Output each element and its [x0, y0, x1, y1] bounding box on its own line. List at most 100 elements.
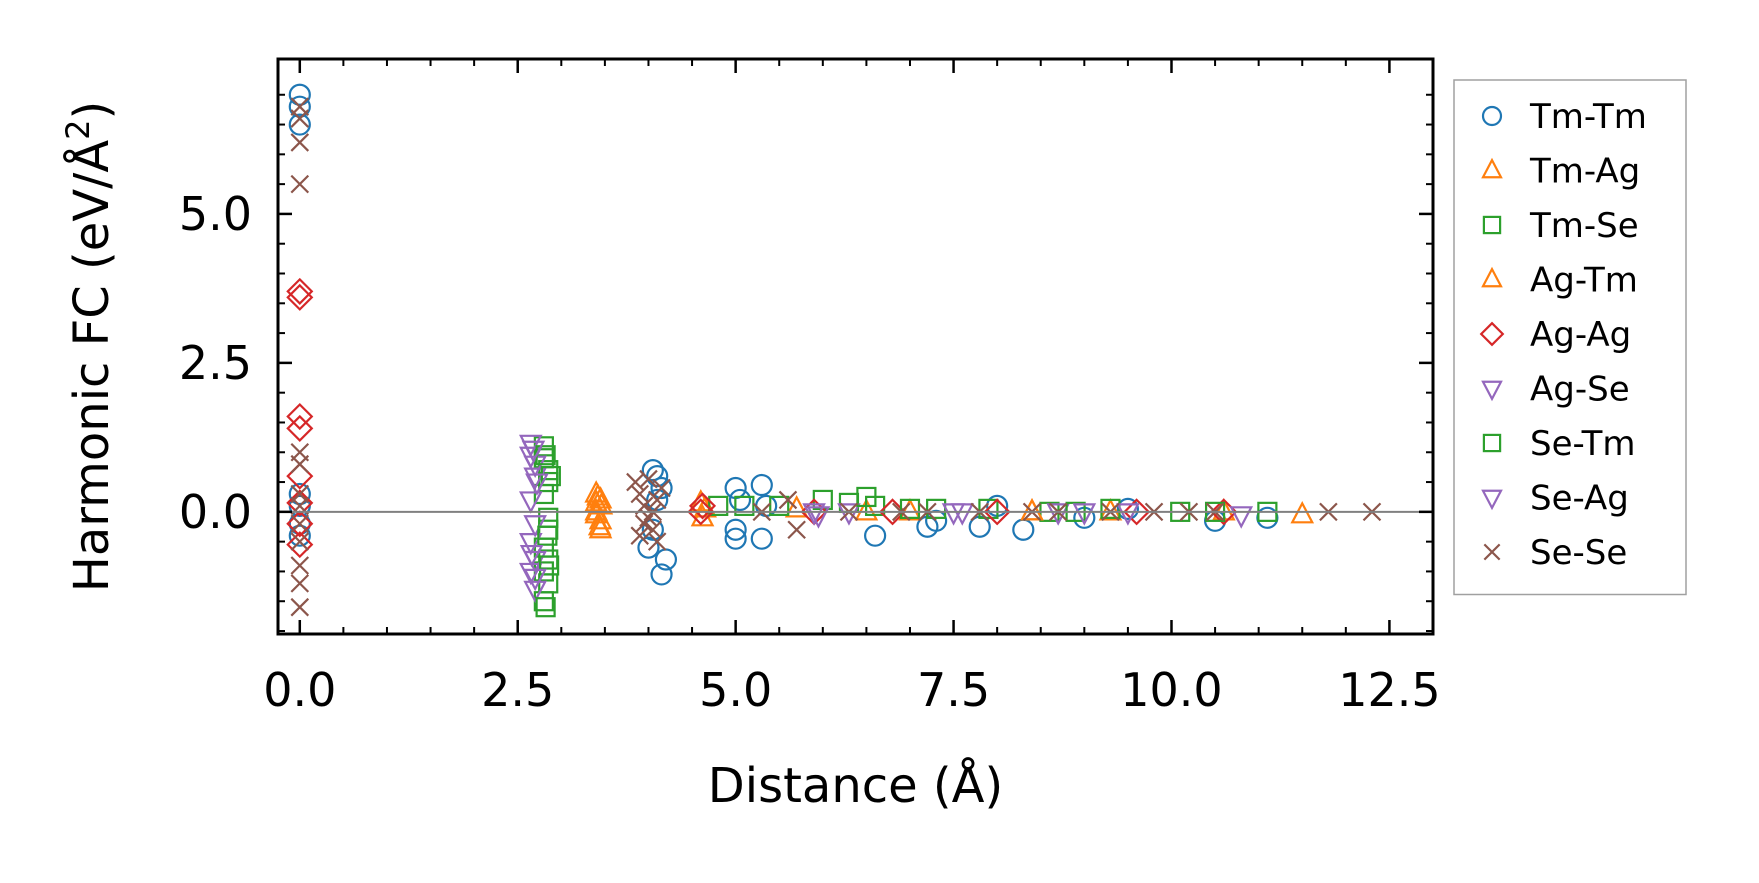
data-point-tm-tm	[288, 95, 311, 118]
legend-label-tm-tm: Tm-Tm	[1529, 97, 1647, 137]
data-point-tm-tm	[288, 113, 311, 136]
data-point-tm-tm	[724, 518, 747, 541]
data-point-tm-ag	[784, 495, 809, 518]
legend-label-ag-se: Ag-Se	[1530, 370, 1630, 410]
data-point-tm-tm	[925, 509, 948, 532]
y-tick-label: 5.0	[179, 187, 252, 241]
data-point-ag-ag	[688, 492, 717, 520]
data-point-tm-tm	[750, 527, 773, 550]
data-point-tm-se	[708, 495, 729, 516]
data-marks	[286, 83, 1382, 618]
legend-label-se-tm: Se-Tm	[1530, 424, 1636, 464]
data-point-ag-se	[802, 503, 826, 526]
legend-label-ag-tm: Ag-Tm	[1530, 261, 1638, 301]
x-tick-label: 2.5	[481, 663, 554, 717]
data-point-ag-ag	[286, 283, 314, 311]
data-point-se-ag	[523, 568, 547, 592]
x-axis-title: Distance (Å)	[708, 757, 1003, 814]
data-point-se-se	[647, 490, 667, 510]
data-point-tm-tm	[755, 494, 778, 517]
data-point-tm-tm	[1116, 497, 1140, 520]
data-point-se-se	[290, 556, 310, 575]
legend-marker-tm-tm	[1481, 105, 1503, 127]
x-tick-label: 7.5	[917, 663, 990, 717]
data-point-se-se	[290, 597, 310, 617]
data-point-se-tm	[540, 465, 561, 487]
data-point-se-se	[643, 520, 663, 540]
y-axis-title-close: )	[64, 101, 120, 120]
data-point-ag-ag	[286, 277, 314, 305]
legend-marker-se-se	[1483, 543, 1501, 561]
data-point-tm-tm	[650, 563, 673, 586]
data-point-se-tm	[899, 498, 921, 519]
legend-marker-ag-ag	[1479, 321, 1505, 347]
data-point-tm-se	[734, 495, 755, 516]
data-point-ag-se	[1229, 506, 1254, 529]
legend-marker-ag-se	[1481, 380, 1503, 402]
data-point-se-ag	[950, 503, 975, 526]
data-point-se-se	[652, 478, 671, 498]
data-point-tm-ag	[584, 489, 608, 512]
data-point-tm-tm	[728, 488, 752, 512]
data-point-ag-ag	[286, 414, 314, 442]
data-point-se-se	[290, 574, 310, 593]
data-point-ag-ag	[286, 402, 314, 431]
legend-label-se-se: Se-Se	[1530, 533, 1627, 573]
data-point-se-se	[290, 454, 310, 474]
data-point-tm-tm	[1012, 518, 1035, 541]
y-axis-title-main: Harmonic FC (eV/Å	[63, 140, 120, 593]
data-point-se-se	[634, 514, 654, 534]
data-point-tm-tm	[864, 524, 887, 547]
data-point-tm-tm	[650, 476, 673, 500]
data-point-se-se	[290, 133, 310, 152]
data-point-tm-tm	[288, 83, 311, 106]
data-point-ag-se	[518, 491, 543, 514]
legend-marker-se-ag	[1481, 489, 1503, 511]
data-point-tm-tm	[646, 464, 669, 488]
data-point-se-tm	[856, 486, 877, 508]
data-point-tm-tm	[641, 518, 664, 541]
data-point-ag-tm	[587, 512, 612, 536]
legend-label-tm-se: Tm-Se	[1529, 206, 1639, 246]
data-point-se-ag	[521, 440, 546, 464]
data-point-se-se	[778, 490, 798, 510]
data-point-tm-tm	[288, 482, 311, 506]
data-point-se-se	[290, 174, 310, 194]
y-tick-label: 0.0	[179, 485, 252, 539]
data-point-tm-tm	[750, 473, 773, 497]
data-point-tm-tm	[288, 524, 311, 547]
data-point-ag-tm	[1020, 497, 1044, 521]
x-tick-label: 12.5	[1338, 663, 1440, 717]
data-point-ag-tm	[589, 492, 614, 515]
data-point-se-ag	[525, 473, 549, 496]
data-point-ag-ag	[983, 498, 1011, 526]
data-point-tm-ag	[854, 497, 879, 521]
series-se-se	[290, 97, 1382, 617]
series-se-tm	[535, 445, 1226, 618]
series-se-ag	[519, 440, 1097, 592]
data-point-se-tm	[535, 597, 556, 618]
series-tm-tm	[288, 83, 1279, 586]
legend-marker-tm-se	[1482, 215, 1502, 235]
data-point-tm-ag	[1020, 497, 1044, 521]
legend-label-se-ag: Se-Ag	[1530, 479, 1629, 519]
data-point-ag-se	[523, 580, 547, 604]
data-point-tm-ag	[1098, 497, 1123, 521]
data-point-tm-se	[769, 495, 790, 516]
data-point-se-se	[647, 532, 667, 551]
x-tick-label: 10.0	[1120, 663, 1222, 717]
legend: Tm-Tm Tm-Ag Tm-Se Ag-Tm Ag-Ag Ag-Se Se-Tm Se-Ag…	[1453, 79, 1687, 596]
data-point-ag-se	[837, 503, 861, 526]
data-point-ag-se	[1046, 503, 1070, 526]
data-point-se-se	[787, 520, 806, 540]
data-point-se-se	[630, 526, 650, 545]
x-tick-label: 0.0	[263, 663, 336, 717]
y-tick-label: 2.5	[179, 336, 252, 390]
y-axis-title: Harmonic FC (eV/Å2)	[59, 101, 120, 593]
data-point-se-se	[639, 469, 658, 489]
data-point-se-ag	[1072, 503, 1097, 526]
data-point-se-tm	[538, 555, 560, 576]
data-point-se-tm	[537, 525, 558, 546]
data-point-se-se	[290, 532, 310, 551]
